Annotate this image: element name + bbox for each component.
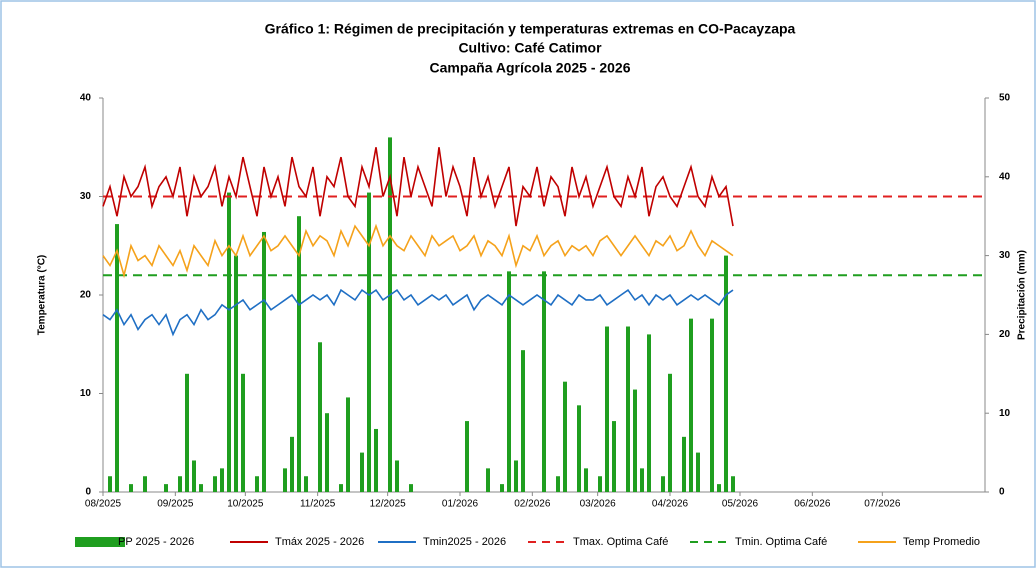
precip-bar (227, 192, 231, 492)
x-tick-label: 10/2025 (227, 499, 264, 510)
precip-bar (465, 421, 469, 492)
precip-bar (521, 350, 525, 492)
precip-bar (143, 476, 147, 492)
legend-label: Temp Promedio (903, 536, 980, 548)
precip-bar (108, 476, 112, 492)
x-tick-label: 04/2026 (652, 499, 689, 510)
x-tick-label: 11/2025 (300, 499, 336, 510)
precip-bar (339, 484, 343, 492)
precip-bar (325, 413, 329, 492)
precip-bar (696, 452, 700, 492)
precip-bar (262, 231, 266, 492)
x-tick-label: 05/2026 (722, 499, 759, 510)
precip-bar (577, 405, 581, 492)
precip-bar (283, 468, 287, 492)
precip-bar (374, 428, 378, 492)
precip-bar (304, 476, 308, 492)
precip-bar (500, 484, 504, 492)
precip-bar (486, 468, 490, 492)
precip-bar (255, 476, 259, 492)
precip-bar (185, 373, 189, 492)
precip-bar (360, 452, 364, 492)
y2-tick-label: 10 (999, 408, 1011, 419)
precip-bar (584, 468, 588, 492)
precip-bar (514, 460, 518, 492)
x-tick-label: 03/2026 (580, 499, 617, 510)
precip-bar (220, 468, 224, 492)
y-tick-label: 10 (80, 388, 92, 399)
precip-bar (178, 476, 182, 492)
y2-axis-label: Precipitación (mm) (1017, 250, 1028, 340)
precip-bar (647, 334, 651, 492)
temp-line (102, 288, 734, 337)
precip-bar (129, 484, 133, 492)
precip-bar (192, 460, 196, 492)
precip-bar (598, 476, 602, 492)
chart-title: Gráfico 1: Régimen de precipitación y te… (265, 21, 796, 37)
y-tick-label: 30 (80, 191, 92, 202)
legend-swatch (75, 537, 125, 547)
y2-tick-label: 30 (999, 250, 1011, 261)
precip-bar (318, 342, 322, 492)
x-tick-label: 01/2026 (442, 499, 479, 510)
legend-label: PP 2025 - 2026 (118, 536, 194, 548)
precip-bar (731, 476, 735, 492)
precip-bar (661, 476, 665, 492)
y-axis-label: Temperatura (°C) (37, 255, 48, 336)
precip-bar (199, 484, 203, 492)
precip-bar (164, 484, 168, 492)
precip-bar (563, 381, 567, 492)
precip-bar (556, 476, 560, 492)
y-tick-label: 40 (80, 93, 92, 104)
legend-label: Tmáx 2025 - 2026 (275, 536, 364, 548)
precip-bar (395, 460, 399, 492)
precip-bar (542, 271, 546, 492)
x-tick-label: 02/2026 (514, 499, 551, 510)
temp-line (102, 223, 734, 279)
precip-bar (346, 397, 350, 492)
precip-bar (724, 255, 728, 492)
precip-bar (388, 137, 392, 492)
x-tick-label: 09/2025 (157, 499, 194, 510)
y2-tick-label: 50 (999, 93, 1011, 104)
precip-bar (682, 436, 686, 492)
precip-bar (213, 476, 217, 492)
precip-bar (241, 373, 245, 492)
precip-bar (640, 468, 644, 492)
precip-bar (234, 255, 238, 492)
legend-label: Tmin. Optima Café (735, 536, 827, 548)
precip-bar (409, 484, 413, 492)
y2-tick-label: 40 (999, 171, 1011, 182)
precip-bar (710, 318, 714, 492)
legend-label: Tmin2025 - 2026 (423, 536, 506, 548)
precip-bar (717, 484, 721, 492)
x-tick-label: 07/2026 (864, 499, 901, 510)
precip-bar (633, 389, 637, 492)
precip-bar (605, 326, 609, 492)
precip-bar (297, 216, 301, 492)
legend-label: Tmax. Optima Café (573, 536, 668, 548)
temp-line (102, 147, 734, 227)
x-tick-label: 08/2025 (85, 499, 122, 510)
x-tick-label: 06/2026 (794, 499, 831, 510)
y2-tick-label: 0 (999, 487, 1005, 498)
precip-bar (115, 224, 119, 492)
chart-subtitle: Campaña Agrícola 2025 - 2026 (429, 60, 630, 76)
y-tick-label: 20 (80, 290, 92, 301)
precip-bar (507, 271, 511, 492)
y2-tick-label: 20 (999, 329, 1011, 340)
precip-bar (290, 436, 294, 492)
chart-subtitle: Cultivo: Café Catimor (458, 40, 602, 56)
precip-bar (626, 326, 630, 492)
precip-bar (668, 373, 672, 492)
precip-bar (612, 421, 616, 492)
y-tick-label: 0 (85, 487, 91, 498)
precip-bar (689, 318, 693, 492)
x-tick-label: 12/2025 (370, 499, 407, 510)
precip-bar (367, 192, 371, 492)
